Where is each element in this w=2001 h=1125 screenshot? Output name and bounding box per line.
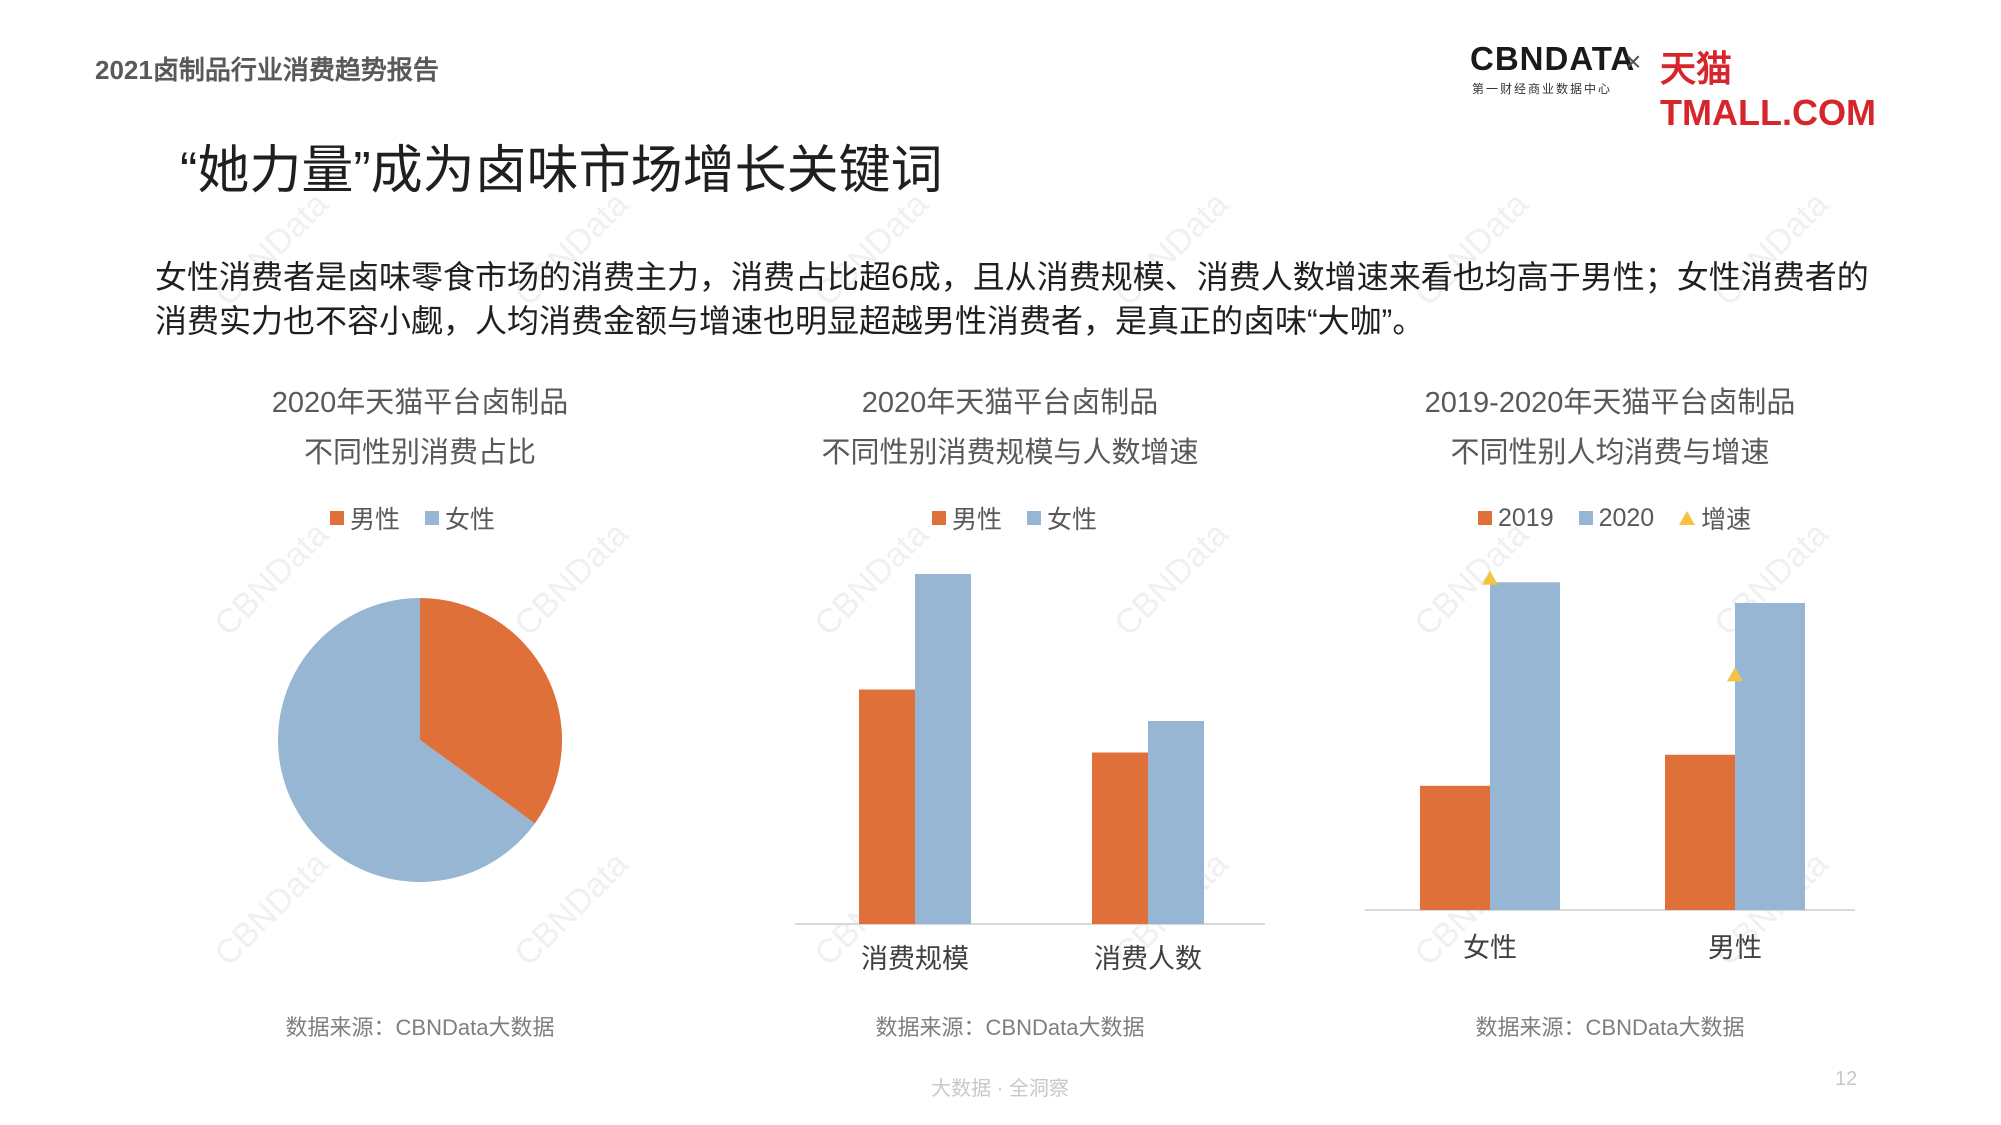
legend-item-female: 女性 <box>1026 500 1097 536</box>
legend-label: 男性 <box>350 506 401 534</box>
chart1-title: 2020年天猫平台卤制品 不同性别消费占比 <box>170 378 670 478</box>
cbndata-logo-subtitle: 第一财经商业数据中心 <box>1472 82 1613 96</box>
chart1-source: 数据来源：CBNData大数据 <box>285 1015 555 1040</box>
legend-label: 男性 <box>952 506 1003 534</box>
legend-swatch-blue <box>1026 511 1041 525</box>
bar-女性 <box>915 574 971 924</box>
legend-item-2019: 2019 <box>1478 504 1554 533</box>
x-tick-label: 男性 <box>1708 933 1762 963</box>
chart3-source: 数据来源：CBNData大数据 <box>1475 1015 1745 1040</box>
bar-男性 <box>859 689 915 924</box>
legend-item-growth: 增速 <box>1679 500 1751 536</box>
footer-slogan: 大数据 · 全洞察 <box>931 1078 1069 1100</box>
legend-label: 2019 <box>1498 503 1554 532</box>
legend-item-male: 男性 <box>330 500 400 536</box>
pie-slice-female <box>277 598 535 882</box>
chart2-title-line1: 2020年天猫平台卤制品 <box>861 387 1159 419</box>
x-tick-label: 女性 <box>1463 933 1517 963</box>
chart2-legend: 男性 女性 <box>932 500 1115 536</box>
pie-slice-male <box>420 598 562 824</box>
times-icon: × <box>1625 46 1642 77</box>
chart1-title-line2: 不同性别消费占比 <box>303 437 536 469</box>
chart3-title: 2019-2020年天猫平台卤制品 不同性别人均消费与增速 <box>1360 378 1860 478</box>
legend-swatch-orange <box>1478 511 1492 525</box>
chart3-title-line1: 2019-2020年天猫平台卤制品 <box>1424 387 1796 419</box>
bar-2019 <box>1665 754 1735 910</box>
page-number: 12 <box>1835 1068 1858 1090</box>
legend-label: 2020 <box>1598 503 1655 532</box>
chart1-title-line1: 2020年天猫平台卤制品 <box>271 387 569 419</box>
growth-marker <box>1482 570 1498 585</box>
chart3-legend: 2019 2020 增速 <box>1478 500 1769 536</box>
chart2-source: 数据来源：CBNData大数据 <box>875 1015 1145 1040</box>
legend-label: 女性 <box>444 506 495 534</box>
bar-2020 <box>1490 582 1560 910</box>
bar-2020 <box>1735 602 1805 910</box>
legend-label: 增速 <box>1701 506 1752 534</box>
bar-男性 <box>1092 752 1148 924</box>
report-name: 2021卤制品行业消费趋势报告 <box>95 55 439 85</box>
legend-swatch-orange <box>932 511 946 525</box>
chart3-bars: 女性 男性 <box>1365 570 1855 963</box>
page-title: “她力量”成为卤味市场增长关键词 <box>180 142 943 200</box>
legend-swatch-blue <box>424 511 439 525</box>
x-tick-label: 消费规模 <box>861 944 969 974</box>
legend-label: 女性 <box>1046 506 1097 534</box>
growth-marker <box>1727 667 1743 682</box>
chart1-legend: 男性 女性 <box>330 500 513 536</box>
chart2-bars: 消费规模 消费人数 <box>795 574 1265 974</box>
legend-item-male: 男性 <box>932 500 1002 536</box>
bar-2019 <box>1420 785 1490 910</box>
bar-女性 <box>1148 721 1204 924</box>
cbndata-logo-text: CBNDATA <box>1470 40 1636 77</box>
legend-item-female: 女性 <box>424 500 495 536</box>
chart1-pie <box>277 598 562 882</box>
tmall-logo-text: 天猫TMALL.COM <box>1660 48 1876 133</box>
chart2-title-line2: 不同性别消费规模与人数增速 <box>821 437 1199 469</box>
legend-swatch-blue <box>1578 511 1593 525</box>
legend-item-2020: 2020 <box>1578 503 1655 533</box>
legend-swatch-orange <box>330 511 344 525</box>
logo: CBNDATA 第一财经商业数据中心 × 天猫TMALL.COM <box>1470 40 1910 133</box>
chart2-title: 2020年天猫平台卤制品 不同性别消费规模与人数增速 <box>755 378 1265 478</box>
summary-text: 女性消费者是卤味零食市场的消费主力，消费占比超6成，且从消费规模、消费人数增速来… <box>155 259 1869 339</box>
triangle-icon <box>1679 511 1696 525</box>
chart3-title-line2: 不同性别人均消费与增速 <box>1450 437 1770 469</box>
x-tick-label: 消费人数 <box>1094 944 1202 974</box>
